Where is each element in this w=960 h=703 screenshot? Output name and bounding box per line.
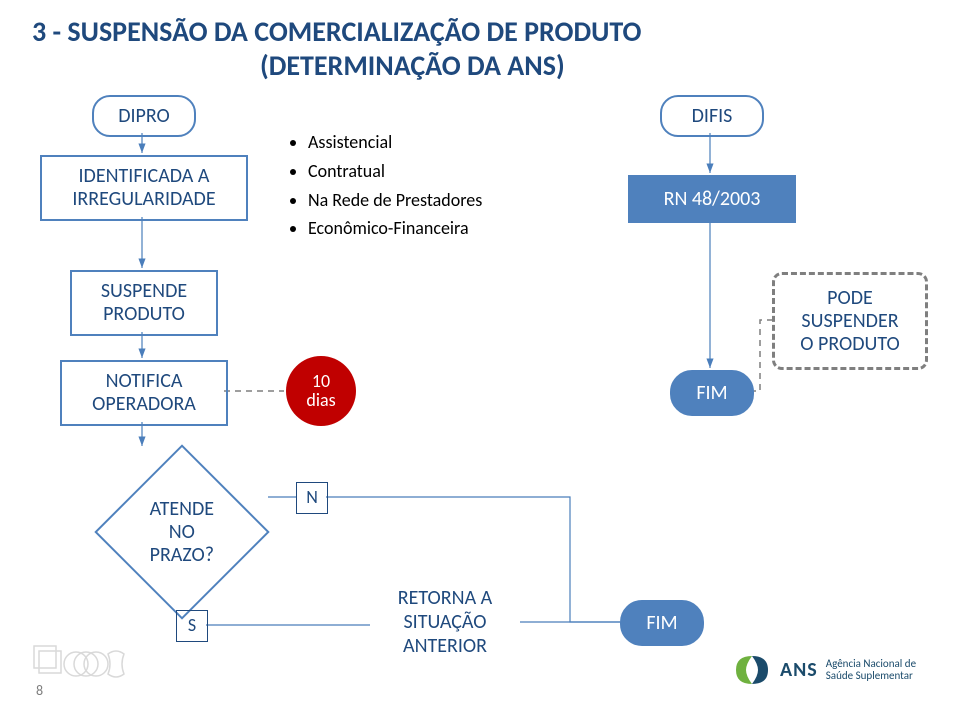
node-suspende: SUSPENDE PRODUTO — [70, 270, 218, 336]
node-dez-dias-l2: dias — [306, 391, 335, 410]
page-number: 8 — [36, 682, 43, 699]
bullets-list: Assistencial Contratual Na Rede de Prest… — [292, 128, 482, 243]
node-retorna-l3: ANTERIOR — [370, 634, 520, 658]
slide: 3 - SUSPENSÃO DA COMERCIALIZAÇÃO DE PROD… — [0, 0, 960, 703]
node-s: S — [176, 610, 208, 642]
node-atende: ATENDE NO PRAZO? — [94, 444, 269, 619]
node-retorna-l1: RETORNA A — [370, 586, 520, 610]
node-notifica: NOTIFICA OPERADORA — [60, 360, 228, 426]
node-atende-l1: ATENDE — [150, 497, 215, 520]
node-suspende-l1: SUSPENDE — [101, 280, 187, 303]
node-notifica-l2: OPERADORA — [92, 393, 196, 416]
bullet-2: Contratual — [308, 157, 482, 186]
node-retorna-l2: SITUAÇÃO — [370, 610, 520, 634]
node-atende-l2: NO — [150, 520, 215, 543]
node-identificada-l1: IDENTIFICADA A — [79, 165, 210, 188]
ans-logo-icon — [730, 650, 776, 690]
slide-title-line2: (DETERMINAÇÃO DA ANS) — [260, 50, 565, 82]
node-identificada: IDENTIFICADA A IRREGULARIDADE — [40, 155, 248, 221]
ans-logo-line2: Saúde Suplementar — [826, 670, 916, 682]
node-dipro: DIPRO — [92, 95, 196, 137]
node-n: N — [296, 482, 328, 514]
bullet-1: Assistencial — [308, 128, 482, 157]
node-pode-l2: SUSPENDER — [801, 310, 898, 333]
ans-logo: ANS Agência Nacional de Saúde Suplementa… — [730, 650, 916, 690]
node-identificada-l2: IRREGULARIDADE — [72, 188, 215, 211]
deco-shapes — [32, 640, 132, 695]
node-fim-2: FIM — [620, 600, 704, 646]
node-difis: DIFIS — [660, 95, 764, 137]
node-suspende-l2: PRODUTO — [103, 303, 185, 326]
bullet-3: Na Rede de Prestadores — [308, 186, 482, 215]
ans-logo-text: ANS — [780, 658, 818, 682]
node-notifica-l1: NOTIFICA — [106, 370, 183, 393]
node-rn48: RN 48/2003 — [628, 175, 796, 223]
slide-title-line1: 3 - SUSPENSÃO DA COMERCIALIZAÇÃO DE PROD… — [32, 16, 641, 48]
node-pode-suspender: PODE SUSPENDER O PRODUTO — [772, 272, 928, 370]
node-retorna: RETORNA A SITUAÇÃO ANTERIOR — [370, 586, 520, 658]
node-pode-l3: O PRODUTO — [800, 333, 900, 356]
node-pode-l1: PODE — [827, 287, 873, 310]
node-atende-l3: PRAZO? — [150, 543, 215, 566]
bullet-4: Econômico-Financeira — [308, 214, 482, 243]
node-fim-1: FIM — [670, 370, 754, 416]
node-dez-dias: 10 dias — [286, 356, 356, 426]
